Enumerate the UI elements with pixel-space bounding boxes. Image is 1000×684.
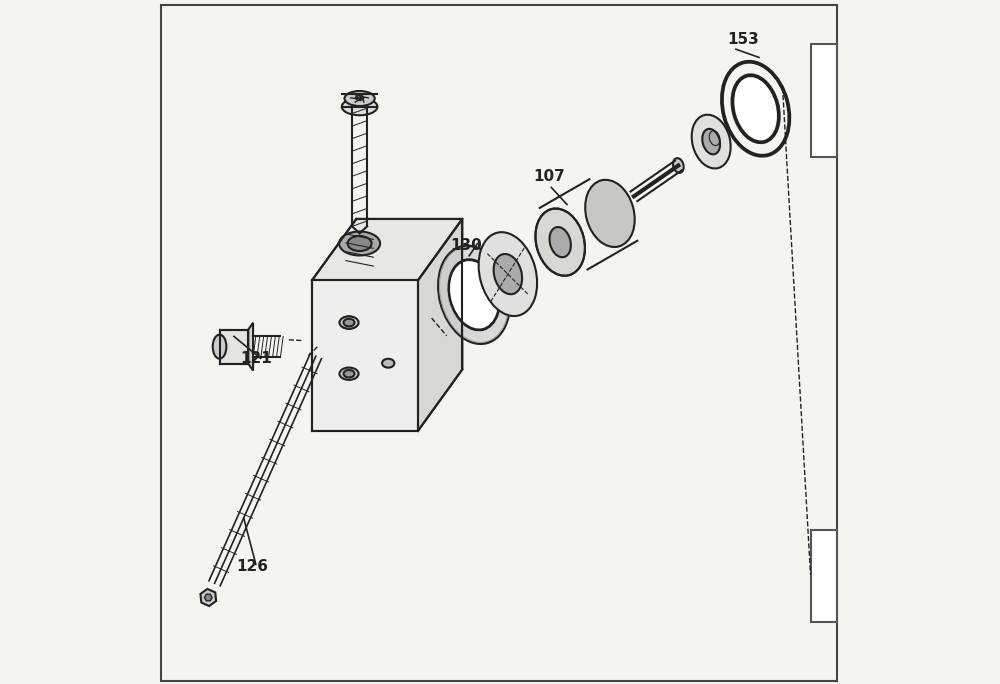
Ellipse shape [479,232,537,316]
Ellipse shape [692,115,731,168]
Text: 107: 107 [533,169,565,184]
Polygon shape [204,594,212,601]
Bar [811,44,837,157]
Polygon shape [312,219,462,280]
Text: 130: 130 [451,237,483,252]
Ellipse shape [339,317,359,329]
Ellipse shape [585,180,635,247]
Polygon shape [312,280,418,431]
Bar [811,530,837,622]
Polygon shape [200,589,216,606]
Ellipse shape [344,319,354,326]
Ellipse shape [494,254,522,294]
Ellipse shape [535,209,585,276]
Text: 126: 126 [237,559,269,574]
Ellipse shape [348,236,372,251]
Ellipse shape [673,158,684,173]
Ellipse shape [356,95,364,100]
Ellipse shape [339,367,359,380]
Polygon shape [220,330,248,364]
Ellipse shape [344,370,354,378]
Ellipse shape [344,91,375,106]
Ellipse shape [344,319,354,327]
Ellipse shape [342,98,377,115]
Ellipse shape [339,231,380,256]
Ellipse shape [448,259,500,330]
Text: 153: 153 [727,32,759,47]
Ellipse shape [382,358,394,368]
Polygon shape [418,219,462,431]
Polygon shape [248,323,253,371]
Text: 121: 121 [240,350,272,365]
Ellipse shape [340,317,358,329]
Ellipse shape [550,227,571,257]
Ellipse shape [213,334,226,358]
Ellipse shape [732,75,779,142]
Ellipse shape [702,129,720,155]
